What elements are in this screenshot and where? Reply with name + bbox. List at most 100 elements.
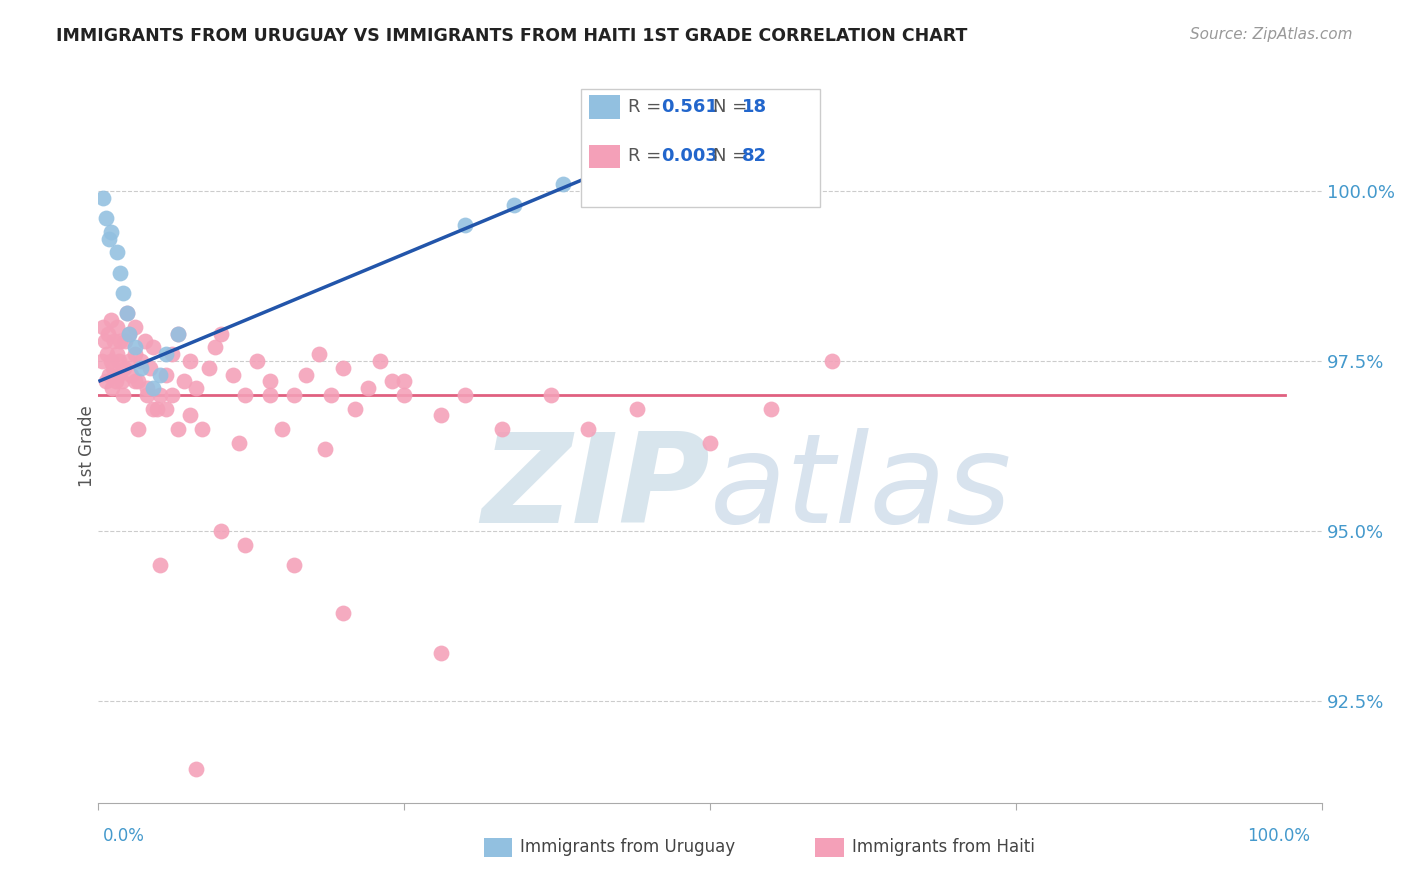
Point xyxy=(160,347,183,361)
Point xyxy=(626,401,648,416)
Point xyxy=(98,232,121,246)
Point xyxy=(576,422,599,436)
Point xyxy=(107,368,129,382)
Point xyxy=(392,375,416,389)
Point xyxy=(430,646,453,660)
Point xyxy=(454,388,477,402)
Text: 82: 82 xyxy=(742,147,768,165)
Point xyxy=(129,360,152,375)
Text: IMMIGRANTS FROM URUGUAY VS IMMIGRANTS FROM HAITI 1ST GRADE CORRELATION CHART: IMMIGRANTS FROM URUGUAY VS IMMIGRANTS FR… xyxy=(56,27,967,45)
Point xyxy=(503,198,526,212)
Point xyxy=(295,368,318,382)
Point xyxy=(209,524,232,538)
Point xyxy=(155,347,177,361)
Point xyxy=(101,360,124,375)
Point xyxy=(149,388,172,402)
Point xyxy=(115,306,138,320)
Point xyxy=(127,375,149,389)
Point xyxy=(91,320,114,334)
Text: Immigrants from Uruguay: Immigrants from Uruguay xyxy=(520,838,735,856)
Point xyxy=(118,326,141,341)
Text: Immigrants from Haiti: Immigrants from Haiti xyxy=(852,838,1035,856)
Point xyxy=(186,762,208,776)
Text: 0.003: 0.003 xyxy=(661,147,717,165)
Text: R =: R = xyxy=(628,147,668,165)
Point xyxy=(124,347,146,361)
Point xyxy=(197,360,219,375)
Point xyxy=(179,409,201,423)
Point xyxy=(111,375,134,389)
Point xyxy=(115,306,138,320)
Point xyxy=(105,347,128,361)
Point xyxy=(111,286,134,301)
Text: R =: R = xyxy=(628,98,668,116)
Point xyxy=(314,442,336,457)
Point xyxy=(97,326,120,341)
Point xyxy=(111,388,134,402)
Point xyxy=(430,409,453,423)
Point xyxy=(204,341,226,355)
Point xyxy=(222,368,245,382)
Point xyxy=(149,558,172,572)
Point xyxy=(246,354,269,368)
Point xyxy=(167,422,190,436)
Point xyxy=(540,388,562,402)
Point xyxy=(110,266,132,280)
Point xyxy=(149,368,172,382)
Point xyxy=(491,422,513,436)
Point xyxy=(344,401,367,416)
Point xyxy=(179,354,201,368)
Point xyxy=(101,381,124,395)
Point xyxy=(110,334,132,348)
Point xyxy=(167,326,190,341)
Point xyxy=(259,388,281,402)
Point xyxy=(124,341,146,355)
Point xyxy=(319,388,342,402)
Point xyxy=(356,381,378,395)
Point xyxy=(392,388,416,402)
Text: 0.0%: 0.0% xyxy=(103,827,145,845)
Text: ZIP: ZIP xyxy=(481,428,710,549)
Point xyxy=(191,422,214,436)
Point xyxy=(233,388,256,402)
Text: Source: ZipAtlas.com: Source: ZipAtlas.com xyxy=(1189,27,1353,42)
Point xyxy=(91,354,114,368)
Point xyxy=(142,341,165,355)
Point xyxy=(100,313,122,327)
Text: N =: N = xyxy=(713,98,752,116)
Point xyxy=(114,334,136,348)
Text: atlas: atlas xyxy=(710,428,1012,549)
Point xyxy=(186,381,208,395)
Point xyxy=(259,375,281,389)
Point xyxy=(108,354,131,368)
Point xyxy=(98,368,121,382)
Point xyxy=(454,218,477,232)
Point xyxy=(96,347,118,361)
Point xyxy=(127,422,149,436)
Point xyxy=(136,381,159,395)
Point xyxy=(136,388,159,402)
Point xyxy=(104,375,127,389)
Point xyxy=(124,375,146,389)
Point xyxy=(142,381,165,395)
Point xyxy=(381,375,404,389)
Point xyxy=(167,326,190,341)
Point xyxy=(103,334,125,348)
Point xyxy=(112,360,135,375)
Point xyxy=(129,354,152,368)
Point xyxy=(105,320,128,334)
Text: 100.0%: 100.0% xyxy=(1247,827,1310,845)
Point xyxy=(94,375,117,389)
Point xyxy=(105,245,128,260)
Point xyxy=(100,354,122,368)
Text: 0.561: 0.561 xyxy=(661,98,717,116)
Point xyxy=(120,368,142,382)
Y-axis label: 1st Grade: 1st Grade xyxy=(79,405,96,487)
Point xyxy=(368,354,391,368)
Point xyxy=(761,401,783,416)
Point xyxy=(94,211,117,226)
Point xyxy=(699,435,721,450)
Point xyxy=(173,375,195,389)
Point xyxy=(155,401,177,416)
Point xyxy=(283,388,305,402)
